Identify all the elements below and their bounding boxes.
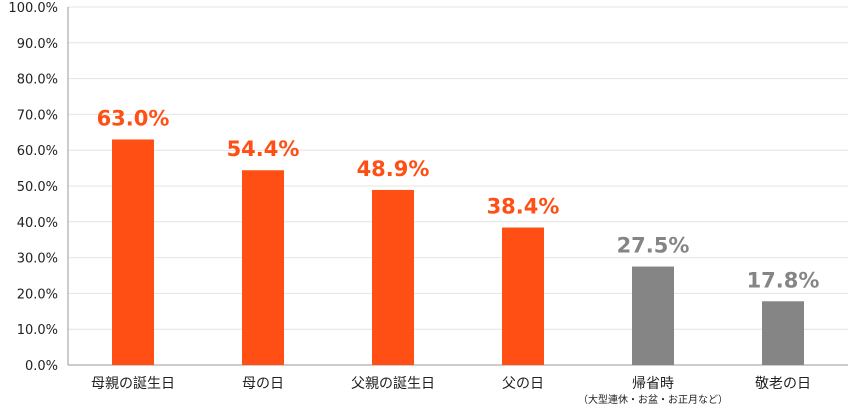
y-tick-label: 60.0% <box>17 144 58 159</box>
y-tick-label: 80.0% <box>17 73 58 88</box>
bar <box>762 301 804 365</box>
data-label: 38.4% <box>487 195 560 219</box>
bar <box>502 227 544 365</box>
y-tick-label: 70.0% <box>17 108 58 123</box>
category-label: 父親の誕生日 <box>351 376 435 392</box>
bar <box>112 139 154 365</box>
y-tick-label: 90.0% <box>17 37 58 52</box>
y-tick-label: 30.0% <box>17 252 58 267</box>
y-tick-label: 50.0% <box>17 180 58 195</box>
data-label: 27.5% <box>617 234 690 258</box>
category-label: 帰省時 <box>632 375 674 392</box>
data-label: 63.0% <box>97 106 170 130</box>
bar <box>632 266 674 365</box>
y-tick-label: 0.0% <box>25 359 58 374</box>
category-label: 母親の誕生日 <box>91 376 175 392</box>
category-label: 母の日 <box>242 376 284 392</box>
category-label: 父の日 <box>502 376 544 392</box>
y-tick-label: 40.0% <box>17 216 58 231</box>
y-tick-label: 10.0% <box>17 323 58 338</box>
data-label: 54.4% <box>227 137 300 161</box>
data-label: 17.8% <box>747 268 820 292</box>
category-label: 敬老の日 <box>755 376 811 392</box>
y-tick-label: 100.0% <box>8 1 58 16</box>
category-note: （大型連休・お盆・お正月など） <box>578 393 728 406</box>
bar <box>242 170 284 365</box>
data-label: 48.9% <box>357 157 430 181</box>
y-tick-label: 20.0% <box>17 287 58 302</box>
bar <box>372 189 414 365</box>
